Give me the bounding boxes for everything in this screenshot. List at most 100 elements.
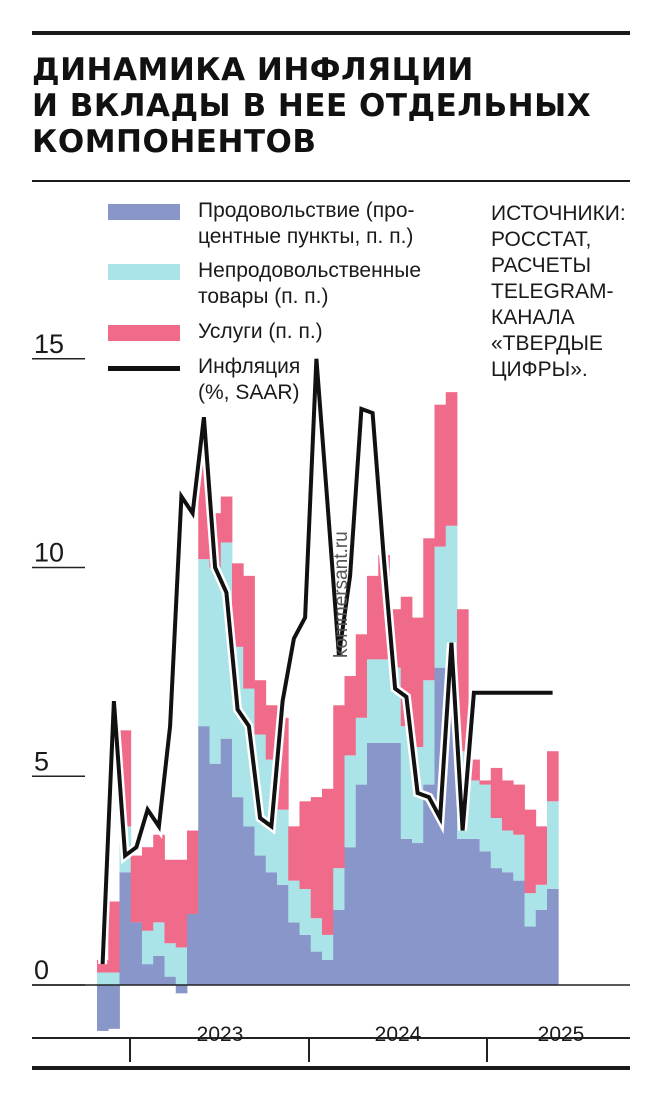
services-bar — [524, 809, 537, 894]
nonfood-bar — [445, 525, 458, 664]
services-bar — [333, 705, 345, 869]
nonfood-bar — [175, 947, 188, 985]
x-year-label: 2024 — [375, 1023, 422, 1046]
services-bar — [423, 538, 435, 681]
top-rule — [32, 31, 630, 35]
nonfood-bar — [535, 884, 548, 910]
nonfood-bar — [232, 646, 244, 798]
food-bar — [333, 909, 345, 985]
title-rule — [32, 180, 630, 182]
nonfood-bar — [97, 972, 109, 985]
nonfood-bar — [277, 809, 289, 885]
services-bar — [108, 901, 120, 973]
food-bar — [322, 959, 334, 985]
food-bar — [513, 880, 525, 985]
food-bar — [153, 955, 165, 985]
y-tick-label: 5 — [34, 746, 49, 776]
services-bar — [142, 847, 154, 931]
food-bar — [130, 922, 143, 985]
source-line: РОССТАТ, — [491, 228, 592, 251]
nonfood-bar — [479, 784, 492, 852]
services-bar — [490, 767, 503, 818]
services-bar — [254, 680, 267, 735]
food-bar — [502, 872, 514, 985]
bottom-rule — [32, 1066, 630, 1070]
food-bar — [119, 872, 132, 985]
services-bar — [468, 759, 480, 781]
food-bar — [389, 742, 402, 985]
source-line: КАНАЛА — [491, 306, 575, 329]
services-bar — [198, 450, 210, 560]
food-bar — [490, 868, 503, 985]
chart-title: ДИНАМИКА ИНФЛЯЦИИ И ВКЛАДЫ В НЕЕ ОТДЕЛЬН… — [32, 52, 632, 160]
services-bar — [322, 788, 334, 935]
food-bar — [400, 838, 413, 985]
nonfood-bar — [108, 972, 120, 985]
watermark: kommersant.ru — [331, 531, 352, 658]
services-bar — [220, 496, 233, 543]
services-bar — [277, 717, 289, 810]
legend-swatch-nonfood — [108, 264, 180, 280]
food-bar — [232, 797, 244, 985]
services-bar — [547, 751, 559, 802]
food-bar — [367, 742, 379, 985]
legend-label-food: Продовольствие (про- центные пункты, п. … — [198, 198, 415, 250]
food-bar — [445, 663, 458, 985]
nonfood-bar — [322, 934, 334, 960]
food-bar — [209, 763, 222, 985]
y-tick-label: 10 — [34, 538, 64, 568]
food-bar — [164, 976, 177, 985]
services-bar — [153, 834, 165, 923]
nonfood-bar — [355, 717, 368, 785]
nonfood-bar — [344, 755, 357, 848]
legend-line: центные пункты, п. п.) — [198, 225, 414, 248]
nonfood-bar — [209, 567, 222, 764]
nonfood-bar — [490, 818, 503, 869]
services-bar — [97, 959, 109, 973]
legend-label-nonfood: Непродовольственные товары (п. п.) — [198, 258, 421, 310]
nonfood-bar — [310, 918, 323, 952]
title-line: КОМПОНЕНТОВ — [32, 124, 317, 160]
food-bar — [198, 726, 210, 985]
food-bar — [277, 884, 289, 985]
services-bar — [164, 859, 177, 944]
x-year-label: 2025 — [538, 1023, 585, 1046]
services-bar — [187, 830, 199, 915]
services-bar — [119, 730, 132, 827]
food-bar — [423, 784, 435, 985]
nonfood-bar — [547, 801, 559, 889]
nonfood-bar — [288, 880, 300, 923]
services-bar — [445, 392, 458, 526]
services-bar — [535, 826, 548, 885]
food-bar — [175, 985, 188, 994]
services-bar — [344, 676, 357, 756]
food-bar — [220, 738, 233, 985]
source-line: ИСТОЧНИКИ: — [491, 202, 626, 225]
food-bar — [524, 926, 537, 985]
food-bar — [265, 872, 278, 985]
legend-line: товары (п. п.) — [198, 285, 329, 308]
food-bar — [468, 838, 480, 985]
legend-label-inflation: Инфляция (%, SAAR) — [198, 354, 300, 406]
nonfood-bar — [333, 868, 345, 910]
services-bar — [367, 575, 379, 660]
nonfood-bar — [468, 780, 480, 839]
services-bar — [389, 609, 402, 668]
nonfood-bar — [142, 930, 154, 965]
source-note: ИСТОЧНИКИ: РОССТАТ, РАСЧЕТЫ TELEGRAM- КА… — [491, 201, 626, 383]
food-bar — [288, 922, 300, 985]
nonfood-bar — [153, 922, 165, 956]
services-bar — [355, 634, 368, 718]
nonfood-bar — [502, 830, 514, 873]
nonfood-bar — [299, 888, 312, 935]
services-bar — [479, 780, 492, 785]
legend-line: Продовольствие (про- — [198, 199, 415, 222]
food-bar — [142, 964, 154, 985]
services-bar — [434, 404, 447, 547]
services-bar — [310, 797, 323, 919]
services-bar — [400, 596, 413, 727]
y-tick-label: 0 — [34, 955, 49, 985]
legend-swatch-food — [108, 204, 180, 220]
food-bar — [108, 985, 120, 1029]
food-bar — [457, 838, 469, 985]
